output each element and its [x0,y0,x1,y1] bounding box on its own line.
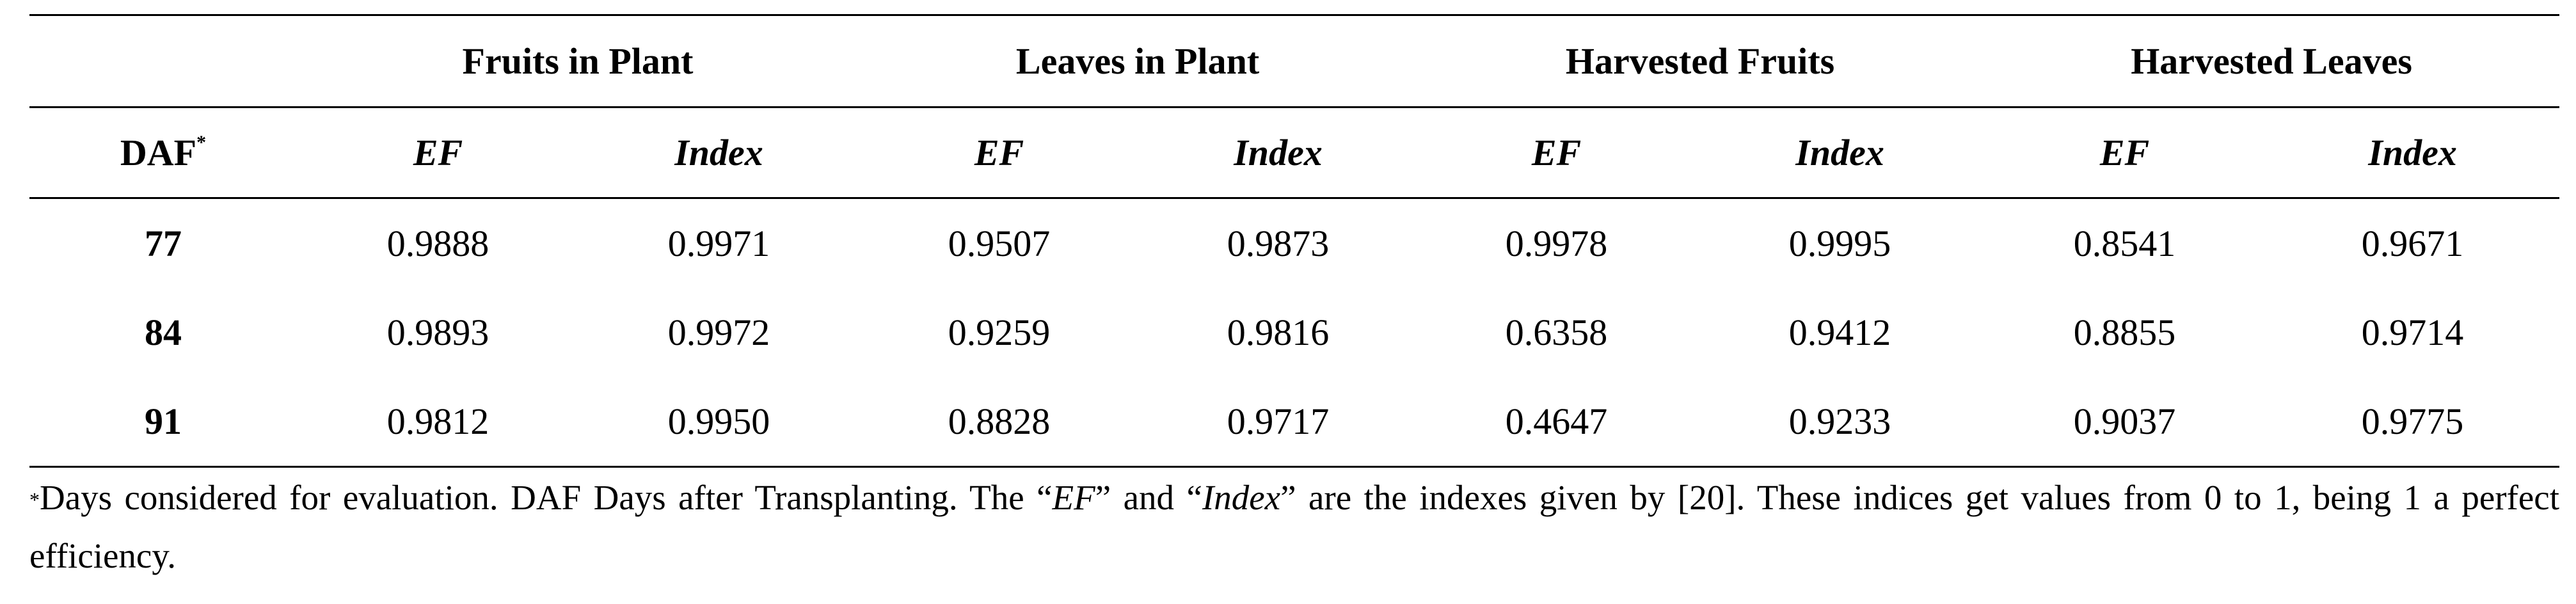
sub-header-row: DAF* EF Index EF Index EF Index EF Index [29,107,2560,199]
table-cell: 0.6358 [1505,312,1608,353]
table-cell: 0.9873 [1227,222,1330,264]
footnote-text-part1: Days considered for evaluation. DAF Days… [40,478,1053,517]
table-cell: 0.8828 [859,377,1140,468]
table-cell: 0.9717 [1140,377,1417,468]
table-cell: 0.9971 [667,222,770,264]
table-cell: 0.9775 [2266,377,2560,468]
daf-footnote-mark: * [196,131,207,153]
table-cell: 0.9233 [1696,377,1984,468]
footnote-text-part2: ” and “ [1095,478,1202,517]
table-cell: 0.9995 [1788,222,1891,264]
footnote-term-index: Index [1202,478,1281,517]
footnote-term-ef: EF [1052,478,1095,517]
sub-header-ef: EF [1417,107,1697,199]
table-cell: 0.9950 [579,377,859,468]
table-cell: 0.9812 [297,377,579,468]
sub-header-ef: EF [297,107,579,199]
table-row: 91 0.9812 0.9950 0.8828 0.9717 0.4647 0.… [29,377,2560,468]
footnote-mark: * [29,488,40,511]
sub-header-index: Index [1696,107,1984,199]
sub-header-ef: EF [859,107,1140,199]
row-daf-label: 77 [145,222,182,264]
table-cell: 0.9972 [667,312,770,353]
table-cell: 0.9816 [1227,312,1330,353]
group-header-harvested-fruits: Harvested Fruits [1417,15,1984,108]
sub-header-index: Index [579,107,859,199]
table-cell: 0.9037 [1984,377,2266,468]
table-cell: 0.9671 [2361,222,2464,264]
table-row: 77 0.9888 0.9971 0.9507 0.9873 0.9978 0.… [29,198,2559,288]
group-header-leaves-in-plant: Leaves in Plant [859,15,1417,108]
row-daf-label: 84 [145,312,182,353]
group-header-row: Fruits in Plant Leaves in Plant Harveste… [29,15,2560,108]
table-cell: 0.9412 [1788,312,1891,353]
table-cell: 0.9888 [386,222,489,264]
sub-header-index: Index [2266,107,2560,199]
daf-header-label: DAF [120,132,197,173]
empty-header-cell [29,15,297,108]
table-cell: 0.8855 [2073,312,2176,353]
table-row: 84 0.9893 0.9972 0.9259 0.9816 0.6358 0.… [29,288,2559,378]
table-cell: 0.9978 [1505,222,1608,264]
group-header-harvested-leaves: Harvested Leaves [1984,15,2560,108]
table-cell: 0.9714 [2361,312,2464,353]
row-daf-label: 91 [29,377,297,468]
sub-header-index: Index [1140,107,1417,199]
sub-header-ef: EF [1984,107,2266,199]
results-table: Fruits in Plant Leaves in Plant Harveste… [29,14,2560,468]
table-cell: 0.9893 [386,312,489,353]
group-header-fruits-in-plant: Fruits in Plant [297,15,859,108]
table-cell: 0.8541 [2073,222,2176,264]
daf-header-cell: DAF* [29,107,297,199]
table-cell: 0.9507 [948,222,1051,264]
table-cell: 0.9259 [948,312,1051,353]
table-footnote: *Days considered for evaluation. DAF Day… [29,471,2559,583]
footnote-text-part3: ” are the indexes given by [20]. These i… [29,478,2559,575]
table-cell: 0.4647 [1417,377,1697,468]
